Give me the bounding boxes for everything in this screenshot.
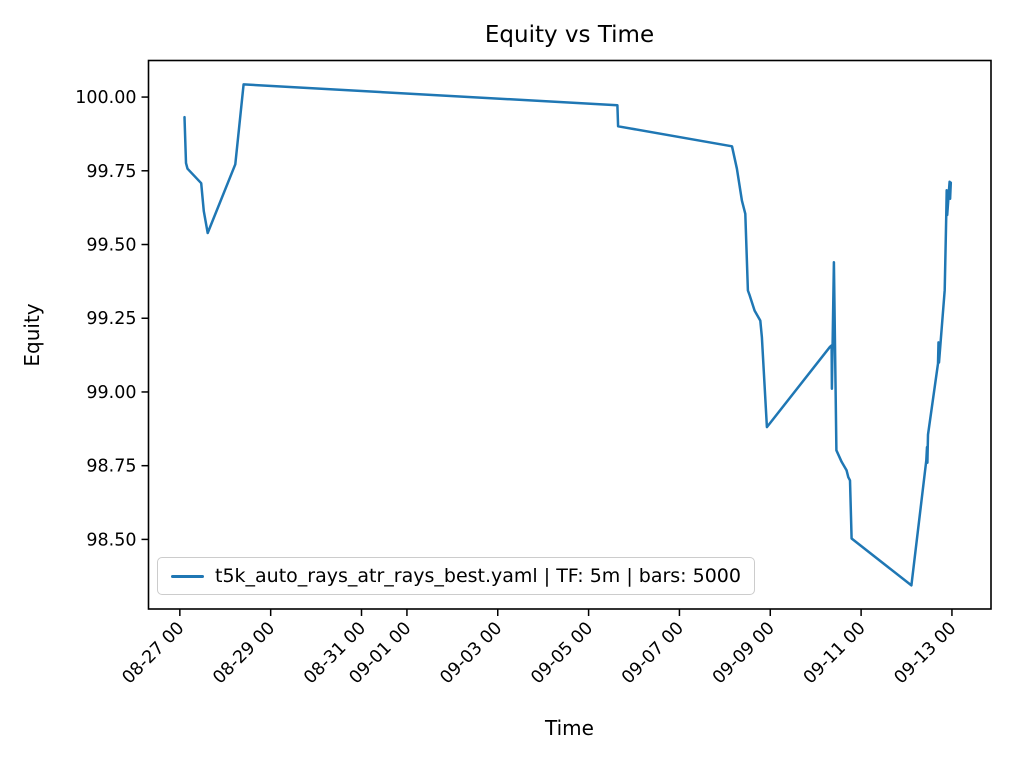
y-tick-label: 99.50 xyxy=(86,236,136,256)
y-tick-label: 100.00 xyxy=(75,88,136,108)
legend: t5k_auto_rays_atr_rays_best.yaml | TF: 5… xyxy=(157,557,755,595)
legend-line-swatch xyxy=(171,574,204,578)
y-tick-label: 99.00 xyxy=(86,383,136,403)
y-tick-label: 99.75 xyxy=(86,162,136,182)
x-tick-label: 08-27 00 xyxy=(119,618,189,688)
y-tick-label: 99.25 xyxy=(86,309,136,329)
chart-title: Equity vs Time xyxy=(484,22,655,48)
x-tick-label: 09-03 00 xyxy=(437,618,507,688)
y-tick-label: 98.50 xyxy=(86,530,136,550)
x-tick-label: 09-09 00 xyxy=(709,618,779,688)
x-tick-label: 08-29 00 xyxy=(209,618,279,688)
y-tick-label: 98.75 xyxy=(86,457,136,477)
x-tick-label: 09-11 00 xyxy=(800,618,870,688)
legend-label: t5k_auto_rays_atr_rays_best.yaml | TF: 5… xyxy=(215,565,741,587)
x-tick-label: 09-07 00 xyxy=(618,618,688,688)
y-axis-label: Equity xyxy=(20,303,44,367)
x-axis-label: Time xyxy=(545,716,594,740)
equity-series-line xyxy=(183,83,953,587)
x-tick-label: 09-13 00 xyxy=(891,618,961,688)
plot-spines xyxy=(147,59,992,610)
x-tick-label: 09-05 00 xyxy=(527,618,597,688)
